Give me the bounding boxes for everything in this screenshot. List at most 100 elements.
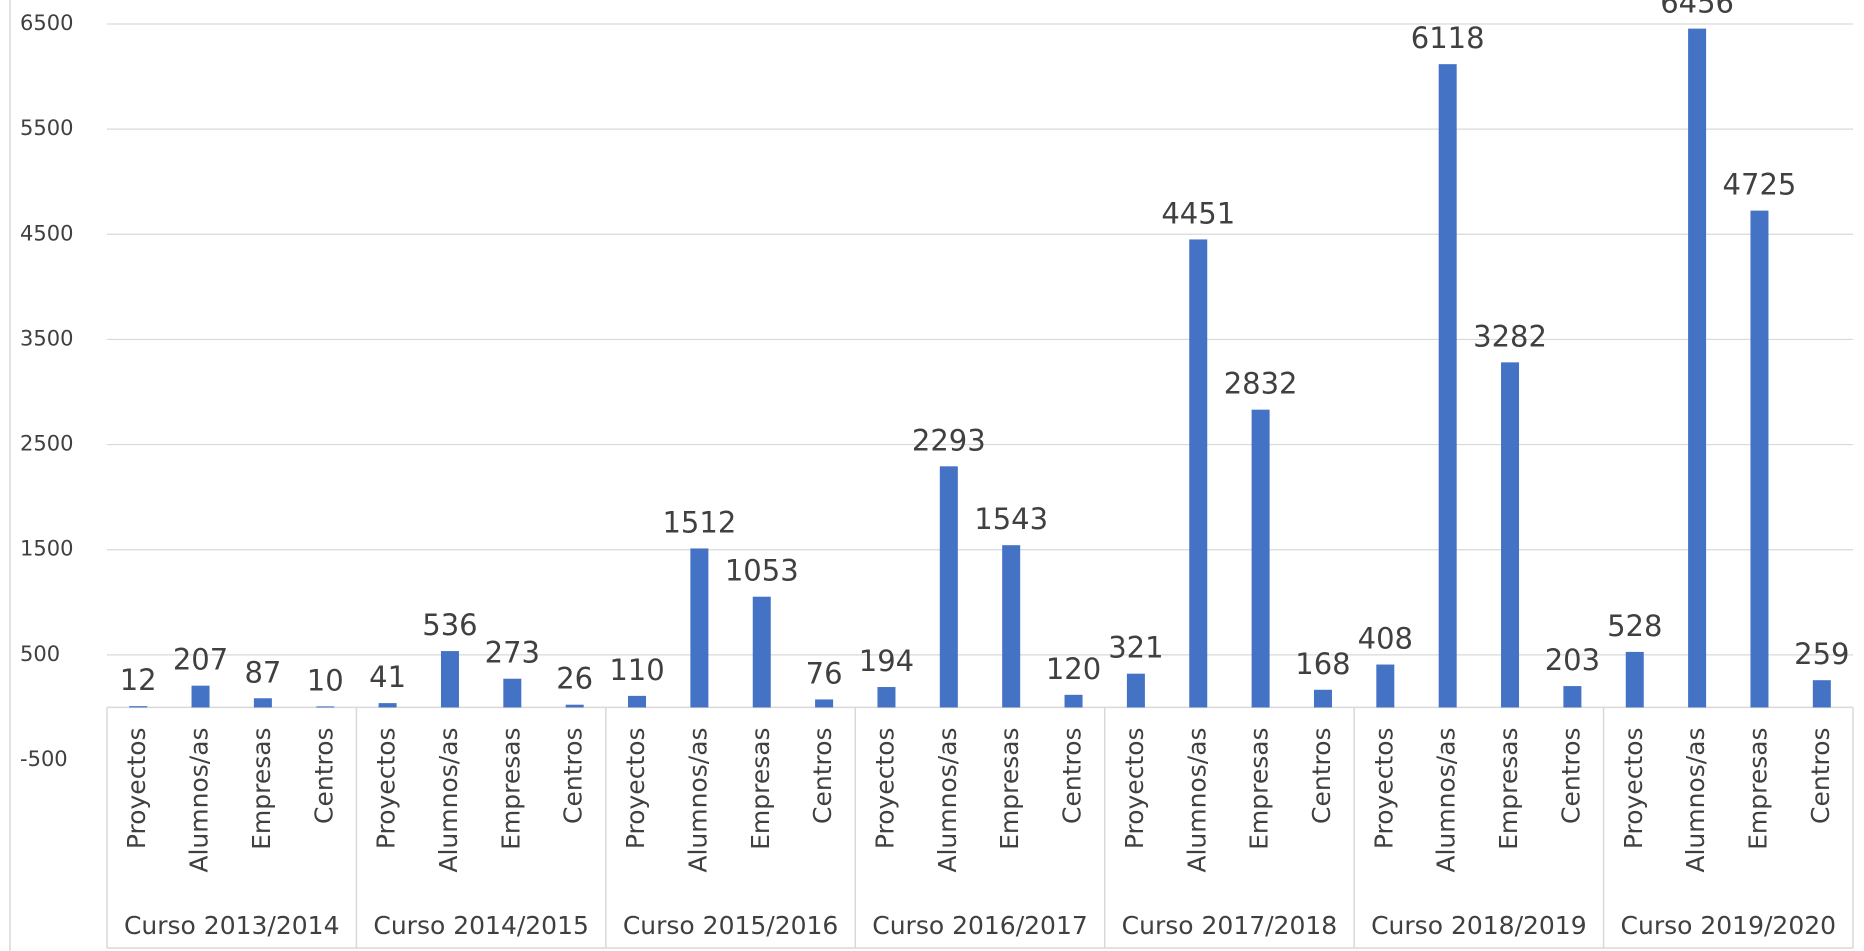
value-label: 120: [1046, 652, 1101, 686]
bar: [690, 548, 709, 708]
value-label: 528: [1607, 609, 1662, 643]
bar: [1376, 664, 1395, 708]
x-tick-label: Empresas: [1245, 727, 1274, 850]
x-tick-label: Empresas: [1743, 727, 1772, 850]
x-tick-label: Proyectos: [870, 727, 899, 849]
value-label: 76: [806, 656, 843, 690]
x-tick-label: Centros: [1806, 727, 1835, 824]
y-tick-label: 500: [20, 642, 60, 666]
y-tick-label: 3500: [20, 326, 73, 350]
bar: [1251, 409, 1270, 708]
bar: [1126, 673, 1145, 708]
value-label: 1512: [662, 505, 736, 539]
bar: [1313, 689, 1332, 708]
value-label: 10: [307, 663, 344, 697]
group-label: Curso 2015/2016: [623, 911, 839, 940]
x-tick-label: Centros: [1556, 727, 1585, 824]
bar: [565, 704, 584, 708]
bar: [815, 699, 834, 708]
bar: [1189, 239, 1208, 708]
value-label: 110: [609, 653, 664, 687]
group-label: Curso 2016/2017: [872, 911, 1088, 940]
bar: [877, 687, 896, 708]
bar: [1563, 686, 1582, 708]
bar: [191, 685, 210, 708]
value-label: 321: [1108, 631, 1163, 665]
group-label: Curso 2013/2014: [124, 911, 340, 940]
axis-area: [107, 707, 1853, 948]
group-label: Curso 2019/2020: [1621, 911, 1837, 940]
y-tick-label: 4500: [20, 221, 73, 245]
bar: [939, 466, 958, 708]
x-tick-label: Centros: [808, 727, 837, 824]
value-label: 3282: [1473, 319, 1547, 353]
bar: [253, 698, 272, 708]
x-tick-label: Alumnos/as: [1182, 727, 1211, 872]
value-label: 6118: [1411, 21, 1485, 55]
x-tick-label: Proyectos: [372, 727, 401, 849]
bar: [129, 706, 148, 708]
y-tick-label: -500: [20, 747, 68, 771]
x-tick-label: Proyectos: [621, 727, 650, 849]
bar: [628, 695, 647, 708]
value-label: 2832: [1224, 367, 1298, 401]
bar: [1064, 694, 1083, 708]
bar: [378, 703, 397, 708]
x-tick-label: Alumnos/as: [434, 727, 463, 872]
value-label: 207: [173, 643, 228, 677]
value-label: 12: [120, 663, 157, 697]
x-tick-label: Proyectos: [122, 727, 151, 849]
value-label: 168: [1295, 647, 1350, 681]
x-tick-label: Empresas: [1494, 727, 1523, 850]
x-tick-label: Empresas: [746, 727, 775, 850]
value-label: 1053: [725, 554, 799, 588]
bar: [440, 651, 459, 708]
group-label: Curso 2018/2019: [1371, 911, 1587, 940]
value-label: 259: [1794, 637, 1849, 671]
bar: [1501, 362, 1520, 708]
value-label: 536: [422, 608, 477, 642]
value-label: 87: [244, 655, 281, 689]
x-tick-label: Proyectos: [1120, 727, 1149, 849]
value-label: 273: [485, 636, 540, 670]
y-tick-label: 2500: [20, 432, 73, 456]
x-tick-label: Alumnos/as: [683, 727, 712, 872]
value-label: 6456: [1660, 0, 1734, 20]
x-tick-label: Centros: [1307, 727, 1336, 824]
bar: [1812, 680, 1831, 708]
bar: [1688, 28, 1707, 708]
x-tick-label: Proyectos: [1369, 727, 1398, 849]
x-tick-label: Centros: [1058, 727, 1087, 824]
value-label: 203: [1545, 643, 1600, 677]
x-tick-label: Alumnos/as: [1432, 727, 1461, 872]
bar: [1625, 651, 1644, 708]
x-tick-label: Proyectos: [1619, 727, 1648, 849]
value-label: 194: [859, 644, 914, 678]
value-label: 41: [369, 660, 406, 694]
value-label: 4725: [1723, 168, 1797, 202]
group-label: Curso 2017/2018: [1122, 911, 1338, 940]
bar: [752, 596, 771, 708]
y-tick-label: 5500: [20, 116, 73, 140]
value-label: 2293: [912, 423, 986, 457]
value-label: 4451: [1161, 196, 1235, 230]
value-label: 1543: [974, 502, 1048, 536]
group-label: Curso 2014/2015: [373, 911, 589, 940]
x-tick-label: Empresas: [496, 727, 525, 850]
value-label: 408: [1358, 622, 1413, 656]
bar: [1750, 210, 1769, 708]
bar: [503, 678, 522, 708]
x-tick-label: Alumnos/as: [185, 727, 214, 872]
value-label: 26: [556, 662, 593, 696]
x-tick-label: Alumnos/as: [1681, 727, 1710, 872]
x-tick-label: Centros: [559, 727, 588, 824]
bar: [1002, 545, 1021, 708]
y-tick-label: 6500: [20, 11, 73, 35]
bar: [1438, 64, 1457, 708]
x-tick-label: Empresas: [247, 727, 276, 850]
bar: [316, 706, 335, 708]
x-tick-label: Empresas: [995, 727, 1024, 850]
y-tick-label: 1500: [20, 537, 73, 561]
x-tick-label: Centros: [309, 727, 338, 824]
